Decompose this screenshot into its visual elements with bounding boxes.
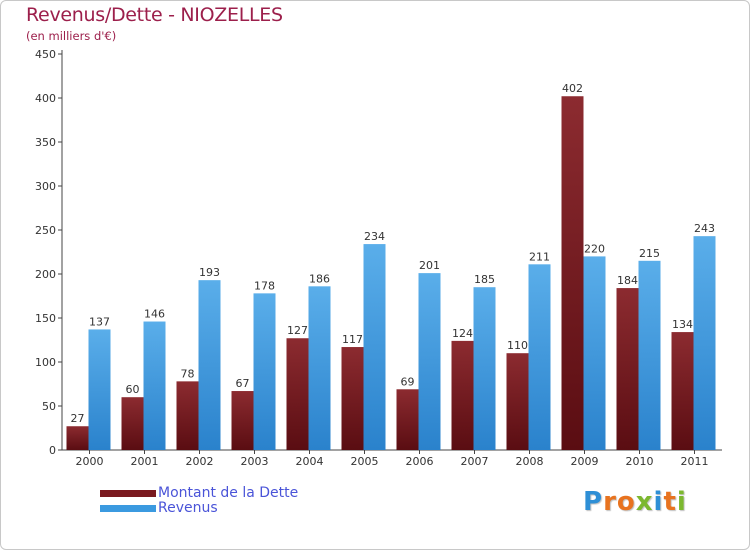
logo-letter: i [676, 487, 687, 517]
y-tick-label: 400 [35, 92, 56, 105]
data-label-revenus: 243 [694, 222, 715, 235]
bar-dette [121, 397, 144, 450]
data-label-dette: 124 [452, 327, 473, 340]
data-label-dette: 127 [287, 324, 308, 337]
bar-revenus [528, 264, 551, 450]
data-label-dette: 110 [507, 339, 528, 352]
bar-dette [231, 391, 254, 450]
data-label-dette: 60 [126, 383, 140, 396]
legend-item-dette: Montant de la Dette [100, 486, 298, 501]
y-tick-label: 450 [35, 48, 56, 61]
data-label-dette: 402 [562, 82, 583, 95]
bar-revenus [253, 293, 276, 450]
bar-dette [561, 96, 584, 451]
y-tick-label: 150 [35, 312, 56, 325]
data-label-revenus: 201 [419, 259, 440, 272]
x-tick-label: 2002 [186, 455, 214, 468]
bar-revenus [638, 260, 661, 450]
legend-item-revenus: Revenus [100, 501, 298, 516]
proxiti-logo: Proxiti [583, 487, 687, 517]
bar-revenus [583, 256, 606, 450]
legend-swatch-revenus [100, 505, 156, 512]
bar-dette [616, 288, 639, 450]
bar-dette [506, 353, 529, 450]
y-tick-label: 100 [35, 356, 56, 369]
logo-letter: o [616, 487, 636, 517]
bar-revenus [418, 273, 441, 450]
x-tick-label: 2010 [626, 455, 654, 468]
x-tick-label: 2003 [241, 455, 269, 468]
y-tick-label: 0 [49, 444, 56, 457]
data-label-revenus: 178 [254, 279, 275, 292]
data-label-revenus: 186 [309, 272, 330, 285]
data-label-dette: 134 [672, 318, 693, 331]
x-tick-label: 2005 [351, 455, 379, 468]
bar-revenus [693, 236, 716, 450]
y-tick-label: 350 [35, 136, 56, 149]
x-tick-label: 2007 [461, 455, 489, 468]
x-tick-label: 2001 [131, 455, 159, 468]
data-label-dette: 78 [181, 367, 195, 380]
data-label-dette: 67 [236, 377, 250, 390]
y-tick-label: 250 [35, 224, 56, 237]
data-label-dette: 117 [342, 333, 363, 346]
bar-dette [396, 389, 419, 450]
y-tick-label: 300 [35, 180, 56, 193]
bar-revenus [143, 321, 166, 450]
legend-label-dette: Montant de la Dette [158, 485, 299, 501]
bar-revenus [473, 287, 496, 450]
x-tick-label: 2000 [76, 455, 104, 468]
chart-subtitle: (en milliers d'€) [26, 29, 117, 43]
data-label-revenus: 234 [364, 230, 385, 243]
data-label-revenus: 211 [529, 250, 550, 263]
bar-revenus [308, 286, 331, 450]
x-tick-label: 2011 [681, 455, 709, 468]
logo-letter: x [635, 487, 654, 517]
logo-letter: P [583, 487, 604, 517]
bar-dette [176, 381, 199, 450]
data-label-revenus: 220 [584, 242, 605, 255]
y-tick-label: 50 [42, 400, 56, 413]
logo-letter: t [663, 487, 677, 517]
legend-swatch-dette [100, 490, 156, 497]
data-label-revenus: 185 [474, 273, 495, 286]
bar-revenus [88, 329, 111, 450]
legend: Montant de la Dette Revenus [100, 486, 298, 516]
data-label-revenus: 137 [89, 315, 110, 328]
y-tick-label: 200 [35, 268, 56, 281]
legend-label-revenus: Revenus [158, 500, 218, 516]
logo-letter: i [653, 487, 664, 517]
bar-dette [451, 340, 474, 450]
x-tick-label: 2009 [571, 455, 599, 468]
data-label-dette: 184 [617, 274, 638, 287]
bar-dette [66, 426, 89, 450]
bar-revenus [363, 244, 386, 450]
data-label-revenus: 193 [199, 266, 220, 279]
x-tick-label: 2006 [406, 455, 434, 468]
data-label-dette: 69 [401, 375, 415, 388]
bar-dette [341, 347, 364, 450]
bar-revenus [198, 280, 221, 450]
x-tick-label: 2008 [516, 455, 544, 468]
x-tick-label: 2004 [296, 455, 324, 468]
bar-dette [671, 332, 694, 450]
data-label-revenus: 215 [639, 247, 660, 260]
logo-letter: r [603, 487, 617, 517]
data-label-dette: 27 [71, 412, 85, 425]
chart-title: Revenus/Dette - NIOZELLES [26, 4, 283, 26]
bar-dette [286, 338, 309, 450]
data-label-revenus: 146 [144, 308, 165, 321]
